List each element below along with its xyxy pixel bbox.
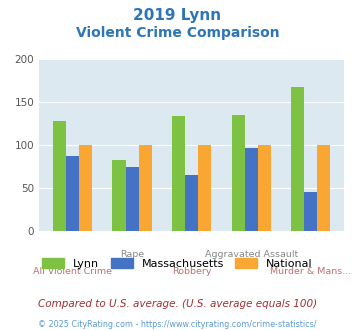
Bar bbox=[172, 116, 185, 231]
Text: Rape: Rape bbox=[120, 250, 144, 259]
Bar bbox=[198, 145, 211, 231]
Bar bbox=[304, 191, 317, 231]
Text: Robbery: Robbery bbox=[172, 267, 212, 276]
Bar bbox=[231, 115, 245, 231]
Legend: Lynn, Massachusetts, National: Lynn, Massachusetts, National bbox=[38, 254, 317, 273]
Bar bbox=[66, 156, 79, 231]
Bar bbox=[258, 145, 271, 231]
Text: 2019 Lynn: 2019 Lynn bbox=[133, 8, 222, 23]
Bar bbox=[291, 87, 304, 231]
Bar bbox=[185, 175, 198, 231]
Text: Violent Crime Comparison: Violent Crime Comparison bbox=[76, 26, 279, 40]
Bar bbox=[126, 167, 139, 231]
Bar bbox=[113, 160, 126, 231]
Text: All Violent Crime: All Violent Crime bbox=[33, 267, 112, 276]
Bar bbox=[245, 148, 258, 231]
Bar bbox=[53, 121, 66, 231]
Text: Murder & Mans...: Murder & Mans... bbox=[270, 267, 351, 276]
Text: Compared to U.S. average. (U.S. average equals 100): Compared to U.S. average. (U.S. average … bbox=[38, 299, 317, 309]
Bar bbox=[139, 145, 152, 231]
Bar bbox=[79, 145, 92, 231]
Text: © 2025 CityRating.com - https://www.cityrating.com/crime-statistics/: © 2025 CityRating.com - https://www.city… bbox=[38, 320, 317, 329]
Text: Aggravated Assault: Aggravated Assault bbox=[204, 250, 298, 259]
Bar bbox=[317, 145, 331, 231]
